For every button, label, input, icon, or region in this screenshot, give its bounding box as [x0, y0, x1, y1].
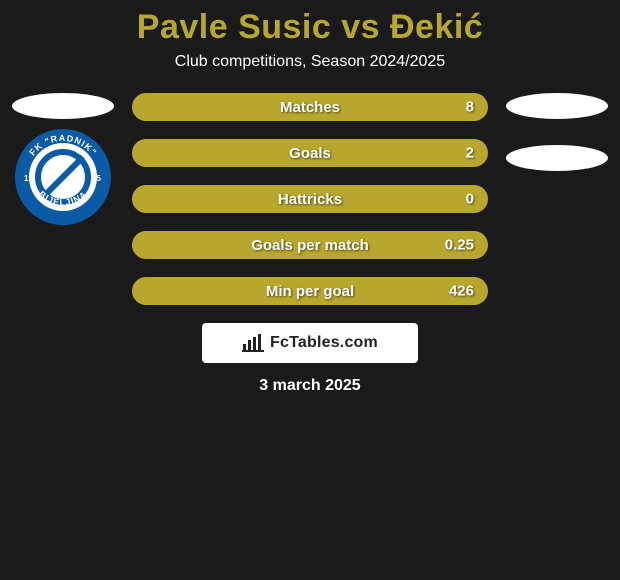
source-badge[interactable]: FcTables.com: [202, 323, 418, 363]
stat-bar-min-per-goal: Min per goal 426: [132, 277, 488, 305]
bar-chart-icon: [242, 334, 264, 352]
player-photo-placeholder-right-2: [506, 145, 608, 171]
page-title: Pavle Susic vs Đekić: [0, 8, 620, 47]
stat-bar-matches: Matches 8: [132, 93, 488, 121]
stat-label: Matches: [280, 99, 340, 116]
player-photo-placeholder-left: [12, 93, 114, 119]
stat-label: Min per goal: [266, 283, 354, 300]
date-label: 3 march 2025: [0, 377, 620, 395]
content-row: FK "RADNIK" BIJELJINA 19 45 Matches 8 Go…: [0, 93, 620, 305]
stat-bar-hattricks: Hattricks 0: [132, 185, 488, 213]
player-photo-placeholder-right-1: [506, 93, 608, 119]
stat-bar-goals: Goals 2: [132, 139, 488, 167]
club-logo-radnik: FK "RADNIK" BIJELJINA 19 45: [13, 127, 113, 227]
stat-value: 0.25: [445, 237, 474, 254]
club-year-left: 19: [24, 174, 33, 183]
stat-value: 2: [466, 145, 474, 162]
source-label: FcTables.com: [270, 334, 378, 352]
stats-bars: Matches 8 Goals 2 Hattricks 0 Goals per …: [132, 93, 488, 305]
left-player-col: FK "RADNIK" BIJELJINA 19 45: [12, 93, 114, 227]
stat-value: 0: [466, 191, 474, 208]
stat-value: 8: [466, 99, 474, 116]
right-player-col: [506, 93, 608, 171]
club-year-right: 45: [92, 174, 101, 183]
stat-label: Hattricks: [278, 191, 342, 208]
stat-bar-goals-per-match: Goals per match 0.25: [132, 231, 488, 259]
subtitle: Club competitions, Season 2024/2025: [0, 53, 620, 71]
stat-value: 426: [449, 283, 474, 300]
stat-label: Goals per match: [251, 237, 369, 254]
stat-label: Goals: [289, 145, 331, 162]
comparison-card: Pavle Susic vs Đekić Club competitions, …: [0, 0, 620, 395]
